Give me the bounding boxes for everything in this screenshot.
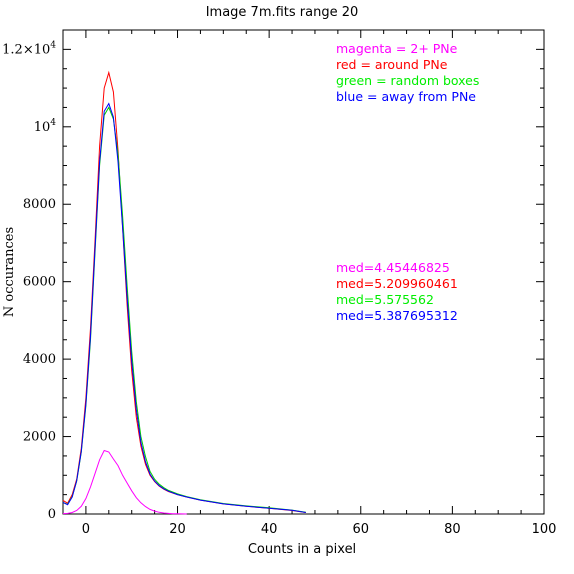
median-label: med=5.575562	[336, 292, 434, 307]
y-tick-label: 6000	[23, 275, 56, 290]
legend-entry: green = random boxes	[336, 73, 479, 88]
x-axis-label: Counts in a pixel	[248, 542, 356, 557]
legend-entry: red = around PNe	[336, 57, 448, 72]
y-tick-label-base: 1.2×10	[2, 42, 50, 57]
y-tick-label-exponent: 4	[50, 40, 56, 50]
y-tick-label-base: 4000	[23, 352, 56, 367]
y-tick-label-base: 0	[48, 507, 56, 522]
legend-entry: magenta = 2+ PNe	[336, 41, 458, 56]
x-tick-label: 20	[169, 522, 186, 537]
median-label: med=5.387695312	[336, 308, 458, 323]
plot-frame	[62, 29, 545, 515]
y-tick-label: 4000	[23, 352, 56, 367]
legend-entry: blue = away from PNe	[336, 89, 476, 104]
series-lines	[62, 70, 306, 515]
median-label: med=5.209960461	[336, 276, 458, 291]
median-label: med=4.45446825	[336, 260, 450, 275]
y-tick-label-base: 10	[34, 120, 51, 135]
median-annotations: med=4.45446825med=5.209960461med=5.57556…	[336, 260, 458, 323]
series-line-1	[62, 70, 306, 513]
y-tick-label: 104	[34, 118, 57, 135]
x-tick-label: 100	[532, 522, 557, 537]
y-tick-label: 8000	[23, 197, 56, 212]
y-tick-label: 0	[48, 507, 56, 522]
x-tick-label: 80	[444, 522, 461, 537]
y-tick-label: 2000	[23, 430, 56, 445]
axis-ticks	[62, 29, 545, 515]
series-line-0	[62, 449, 187, 515]
x-tick-label: 40	[261, 522, 278, 537]
x-tick-label: 0	[82, 522, 90, 537]
y-tick-label-exponent: 4	[50, 118, 56, 128]
y-axis-label: N occurances	[2, 227, 17, 317]
x-tick-label: 60	[352, 522, 369, 537]
y-tick-label-base: 6000	[23, 275, 56, 290]
chart-title: Image 7m.fits range 20	[206, 5, 359, 20]
series-line-3	[62, 102, 306, 513]
y-tick-label-base: 2000	[23, 430, 56, 445]
y-tick-label-base: 8000	[23, 197, 56, 212]
y-tick-label: 1.2×104	[2, 40, 56, 57]
